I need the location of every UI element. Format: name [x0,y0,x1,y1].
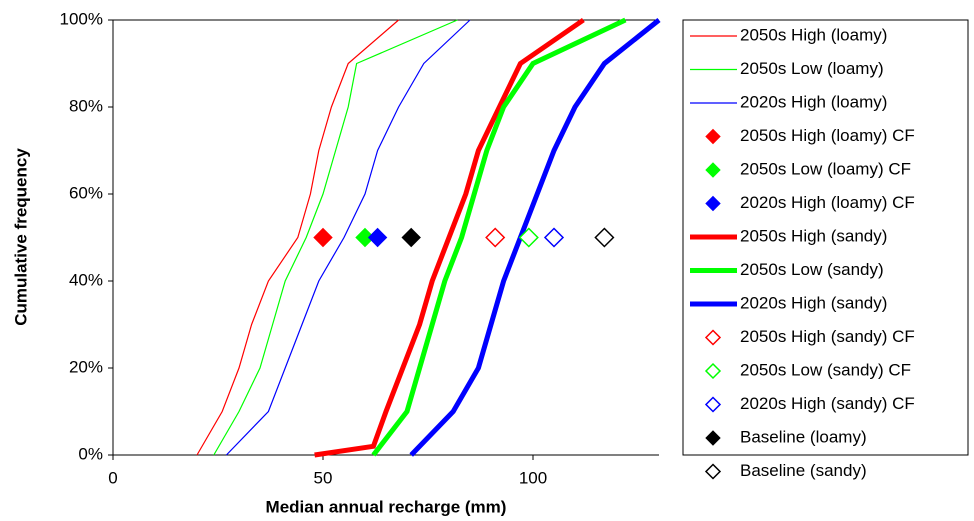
legend-label: 2050s Low (sandy) [740,260,884,279]
legend-label: 2050s Low (sandy) CF [740,360,911,379]
legend-label: 2020s High (sandy) CF [740,394,915,413]
series-line [371,17,627,457]
series-line [196,19,399,456]
legend-swatch [705,162,721,178]
y-axis-title: Cumulative frequency [11,148,30,326]
legend-label: 2050s High (sandy) [740,226,887,245]
legend-label: 2050s High (loamy) CF [740,126,915,145]
legend-label: 2020s High (loamy) [740,92,887,111]
legend-label: 2050s Low (loamy) [740,59,884,78]
marker [485,227,506,248]
marker [367,227,388,248]
x-axis-title: Median annual recharge (mm) [266,497,507,516]
legend-swatch [704,362,722,380]
legend-swatch [705,430,721,446]
legend-label: Baseline (sandy) [740,461,867,480]
y-tick-label: 20% [69,357,103,376]
legend-swatch [704,463,722,480]
x-tick-label: 100 [519,468,547,487]
y-tick-label: 80% [69,96,103,115]
legend-label: Baseline (loamy) [740,427,867,446]
legend-label: 2050s High (loamy) [740,25,887,44]
series-line [213,19,458,456]
marker [401,227,421,248]
y-tick-label: 60% [69,183,103,202]
y-tick-label: 0% [78,444,103,463]
x-tick-label: 0 [108,468,117,487]
y-tick-label: 40% [69,270,103,289]
marker [518,227,539,248]
marker [594,227,615,248]
legend-swatch [704,329,722,346]
series-line [225,19,471,456]
x-tick-label: 50 [314,468,333,487]
legend-label: 2050s Low (loamy) CF [740,159,911,178]
series-line [314,17,585,458]
legend-swatch [705,128,721,145]
legend-label: 2020s High (loamy) CF [740,193,915,212]
legend-swatch [704,396,722,413]
marker [543,227,565,248]
legend-label: 2020s High (sandy) [740,293,887,312]
legend-label: 2050s High (sandy) CF [740,327,915,346]
y-tick-label: 100% [60,9,103,28]
legend-swatch [705,195,721,212]
marker [313,227,333,248]
